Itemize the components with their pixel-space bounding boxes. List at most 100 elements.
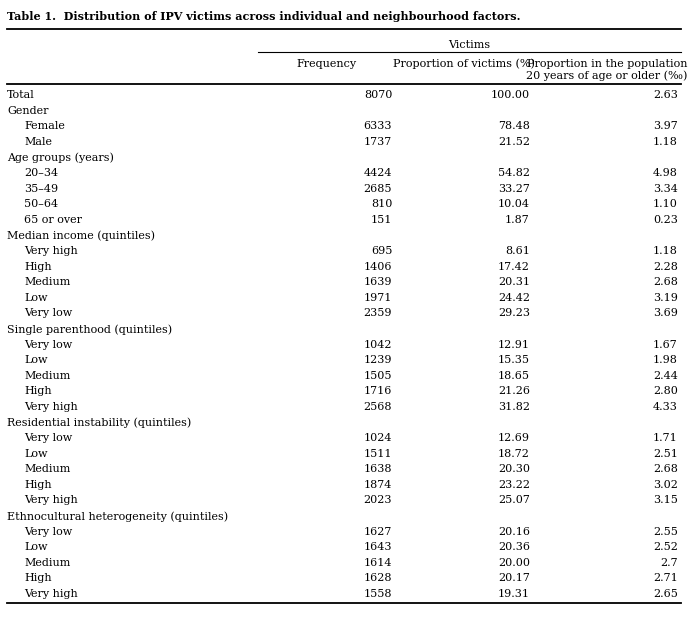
Text: 20.16: 20.16 <box>497 527 530 537</box>
Text: 50–64: 50–64 <box>24 200 58 209</box>
Text: 1614: 1614 <box>364 558 392 568</box>
Text: 78.48: 78.48 <box>498 121 530 132</box>
Text: 54.82: 54.82 <box>497 168 530 178</box>
Text: 3.69: 3.69 <box>653 308 678 319</box>
Text: Very high: Very high <box>24 402 78 412</box>
Text: 1042: 1042 <box>364 340 392 350</box>
Text: 19.31: 19.31 <box>497 589 530 599</box>
Text: 100.00: 100.00 <box>491 90 530 100</box>
Text: 20.17: 20.17 <box>498 574 530 583</box>
Text: 3.97: 3.97 <box>653 121 678 132</box>
Text: 3.02: 3.02 <box>653 480 678 490</box>
Text: 21.26: 21.26 <box>497 387 530 396</box>
Text: Low: Low <box>24 293 47 303</box>
Text: Medium: Medium <box>24 464 70 474</box>
Text: Very high: Very high <box>24 246 78 256</box>
Text: 2.80: 2.80 <box>653 387 678 396</box>
Text: High: High <box>24 574 52 583</box>
Text: 2.44: 2.44 <box>653 371 678 381</box>
Text: 1558: 1558 <box>364 589 392 599</box>
Text: 8.61: 8.61 <box>505 246 530 256</box>
Text: 2.7: 2.7 <box>660 558 678 568</box>
Text: Victims: Victims <box>449 40 491 50</box>
Text: 2.63: 2.63 <box>653 90 678 100</box>
Text: 20–34: 20–34 <box>24 168 58 178</box>
Text: 1239: 1239 <box>364 355 392 365</box>
Text: 18.72: 18.72 <box>498 449 530 459</box>
Text: 2.28: 2.28 <box>653 262 678 272</box>
Text: 2.65: 2.65 <box>653 589 678 599</box>
Text: 2.68: 2.68 <box>653 464 678 474</box>
Text: 1638: 1638 <box>364 464 392 474</box>
Text: Residential instability (quintiles): Residential instability (quintiles) <box>7 418 191 428</box>
Text: 12.91: 12.91 <box>497 340 530 350</box>
Text: 2568: 2568 <box>364 402 392 412</box>
Text: Proportion in the population
20 years of age or older (‰): Proportion in the population 20 years of… <box>526 59 688 81</box>
Text: 31.82: 31.82 <box>497 402 530 412</box>
Text: 3.34: 3.34 <box>653 184 678 194</box>
Text: 2.52: 2.52 <box>653 542 678 552</box>
Text: Medium: Medium <box>24 371 70 381</box>
Text: Very high: Very high <box>24 495 78 506</box>
Text: 4.98: 4.98 <box>653 168 678 178</box>
Text: 24.42: 24.42 <box>497 293 530 303</box>
Text: Table 1.  Distribution of IPV victims across individual and neighbourhood factor: Table 1. Distribution of IPV victims acr… <box>7 11 520 22</box>
Text: 2.51: 2.51 <box>653 449 678 459</box>
Text: Very low: Very low <box>24 527 72 537</box>
Text: Ethnocultural heterogeneity (quintiles): Ethnocultural heterogeneity (quintiles) <box>7 511 228 522</box>
Text: Frequency: Frequency <box>297 59 357 69</box>
Text: 35–49: 35–49 <box>24 184 58 194</box>
Text: 10.04: 10.04 <box>497 200 530 209</box>
Text: 1511: 1511 <box>364 449 392 459</box>
Text: 6333: 6333 <box>364 121 392 132</box>
Text: 0.23: 0.23 <box>653 215 678 225</box>
Text: 4.33: 4.33 <box>653 402 678 412</box>
Text: 1971: 1971 <box>364 293 392 303</box>
Text: 1505: 1505 <box>364 371 392 381</box>
Text: 1.10: 1.10 <box>653 200 678 209</box>
Text: Very low: Very low <box>24 308 72 319</box>
Text: 1024: 1024 <box>364 433 392 443</box>
Text: 1643: 1643 <box>364 542 392 552</box>
Text: Male: Male <box>24 137 52 147</box>
Text: 810: 810 <box>371 200 392 209</box>
Text: 2.71: 2.71 <box>653 574 678 583</box>
Text: High: High <box>24 480 52 490</box>
Text: Medium: Medium <box>24 277 70 287</box>
Text: Total: Total <box>7 90 34 100</box>
Text: Very low: Very low <box>24 340 72 350</box>
Text: 20.36: 20.36 <box>497 542 530 552</box>
Text: Very low: Very low <box>24 433 72 443</box>
Text: 17.42: 17.42 <box>498 262 530 272</box>
Text: 8070: 8070 <box>364 90 392 100</box>
Text: 2359: 2359 <box>364 308 392 319</box>
Text: 1737: 1737 <box>364 137 392 147</box>
Text: 1627: 1627 <box>364 527 392 537</box>
Text: High: High <box>24 387 52 396</box>
Text: 3.19: 3.19 <box>653 293 678 303</box>
Text: 3.15: 3.15 <box>653 495 678 506</box>
Text: 1.18: 1.18 <box>653 137 678 147</box>
Text: Proportion of victims (%): Proportion of victims (%) <box>394 59 535 69</box>
Text: 1874: 1874 <box>364 480 392 490</box>
Text: 25.07: 25.07 <box>498 495 530 506</box>
Text: 2023: 2023 <box>364 495 392 506</box>
Text: 1639: 1639 <box>364 277 392 287</box>
Text: 15.35: 15.35 <box>497 355 530 365</box>
Text: 1628: 1628 <box>364 574 392 583</box>
Text: 21.52: 21.52 <box>497 137 530 147</box>
Text: 20.30: 20.30 <box>497 464 530 474</box>
Text: Single parenthood (quintiles): Single parenthood (quintiles) <box>7 324 172 335</box>
Text: Median income (quintiles): Median income (quintiles) <box>7 230 155 241</box>
Text: Low: Low <box>24 542 47 552</box>
Text: 20.00: 20.00 <box>497 558 530 568</box>
Text: 4424: 4424 <box>364 168 392 178</box>
Text: 18.65: 18.65 <box>497 371 530 381</box>
Text: 2.68: 2.68 <box>653 277 678 287</box>
Text: Medium: Medium <box>24 558 70 568</box>
Text: 29.23: 29.23 <box>497 308 530 319</box>
Text: Female: Female <box>24 121 65 132</box>
Text: Very high: Very high <box>24 589 78 599</box>
Text: 1.98: 1.98 <box>653 355 678 365</box>
Text: 1.67: 1.67 <box>653 340 678 350</box>
